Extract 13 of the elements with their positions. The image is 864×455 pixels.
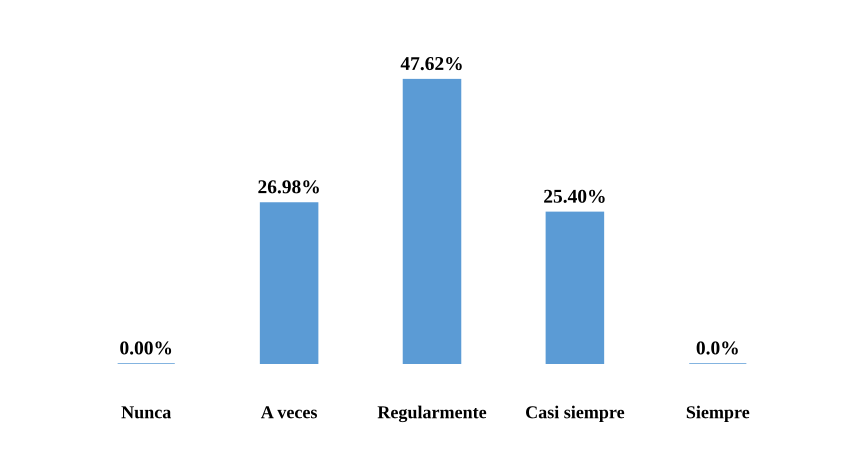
bar xyxy=(260,202,318,364)
data-label: 0.00% xyxy=(120,341,172,355)
x-tick-label: Siempre xyxy=(686,406,750,422)
bar xyxy=(546,212,604,364)
bar xyxy=(402,78,462,364)
x-tick-label: A veces xyxy=(260,406,317,418)
x-tick-label: Nunca xyxy=(121,406,172,418)
data-label: 0.0% xyxy=(696,341,738,355)
data-label: 26.98% xyxy=(258,180,319,194)
x-tick-label: Casi siempre xyxy=(526,406,624,422)
data-label: 47.62% xyxy=(400,57,462,70)
x-tick-label: Regularmente xyxy=(378,406,486,422)
data-label: 25.40% xyxy=(544,190,605,203)
